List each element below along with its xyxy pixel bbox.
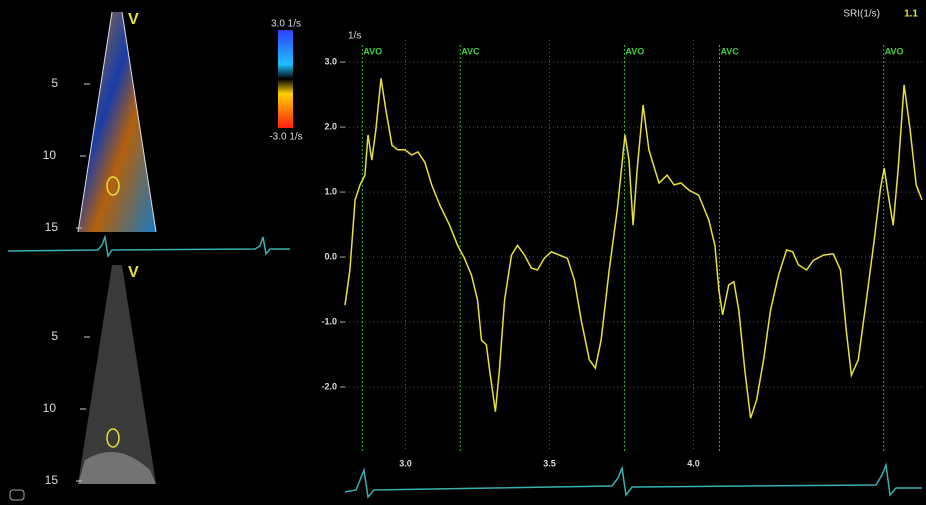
y-tick-label: 2.0 xyxy=(324,121,337,131)
event-label: AVO xyxy=(625,46,644,56)
y-tick-label: 1.0 xyxy=(324,186,337,196)
depth-label: 15 xyxy=(45,473,59,487)
screen: 3.0 1/s -3.0 1/s SRI(1/s) 1.1 1/s V 5 10 15… xyxy=(0,0,926,505)
depth-label: 5 xyxy=(51,76,58,90)
header-value: 1.1 xyxy=(904,9,918,20)
page: 3.0 1/s -3.0 1/s SRI(1/s) 1.1 1/s V 5 10 15… xyxy=(0,0,926,505)
event-label: AVC xyxy=(720,46,739,56)
y-tick-label: -2.0 xyxy=(321,381,337,391)
scale-max: 3.0 1/s xyxy=(271,19,301,30)
view-label: V xyxy=(128,264,139,281)
x-tick-label: 3.0 xyxy=(399,458,412,468)
y-tick-label: 3.0 xyxy=(324,56,337,66)
event-label: AVO xyxy=(363,46,382,56)
depth-label: 5 xyxy=(51,329,58,343)
view-label: V xyxy=(128,11,139,28)
depth-label: 10 xyxy=(43,401,57,415)
y-unit: 1/s xyxy=(348,31,361,42)
y-tick-label: 0.0 xyxy=(324,251,337,261)
depth-label: 15 xyxy=(45,220,59,234)
x-tick-label: 3.5 xyxy=(543,458,556,468)
color-bar xyxy=(278,30,293,128)
header-label: SRI(1/s) xyxy=(843,9,880,20)
x-tick-label: 4.0 xyxy=(687,458,700,468)
y-tick-label: -1.0 xyxy=(321,316,337,326)
depth-label: 10 xyxy=(43,148,57,162)
event-label: AVO xyxy=(885,46,904,56)
scale-min: -3.0 1/s xyxy=(269,132,302,143)
event-label: AVC xyxy=(461,46,480,56)
